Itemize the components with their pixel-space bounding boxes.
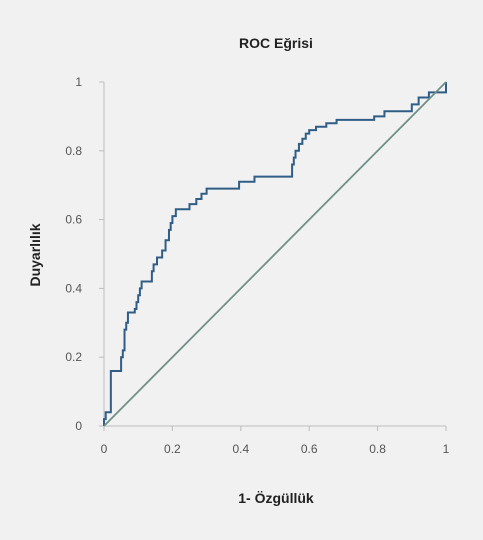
y-tick-label: 0.8 [65, 144, 82, 158]
y-tick-label: 0.6 [65, 213, 82, 227]
reference-diagonal-line [103, 81, 447, 427]
y-tick-label: 1 [75, 75, 82, 89]
x-axis-title: 1- Özgüllük [238, 490, 314, 506]
y-tick-label: 0 [75, 419, 82, 433]
x-tick-label: 0.4 [232, 442, 249, 456]
x-tick-label: 1 [443, 442, 450, 456]
y-tick-label: 0.2 [65, 350, 82, 364]
chart-title: ROC Eğrisi [239, 35, 313, 51]
series-layer [103, 81, 447, 427]
y-axis-title: Duyarlılık [27, 223, 43, 286]
axes [103, 82, 446, 427]
x-tick-label: 0.2 [164, 442, 181, 456]
tick-labels: 0 0.2 0.4 0.6 0.8 1 0 0.2 0.4 0.6 0.8 1 [65, 75, 449, 456]
x-tick-label: 0 [101, 442, 108, 456]
x-tick-label: 0.6 [301, 442, 318, 456]
x-tick-label: 0.8 [369, 442, 386, 456]
roc-curve-line [103, 82, 447, 426]
y-tick-label: 0.4 [65, 281, 82, 295]
